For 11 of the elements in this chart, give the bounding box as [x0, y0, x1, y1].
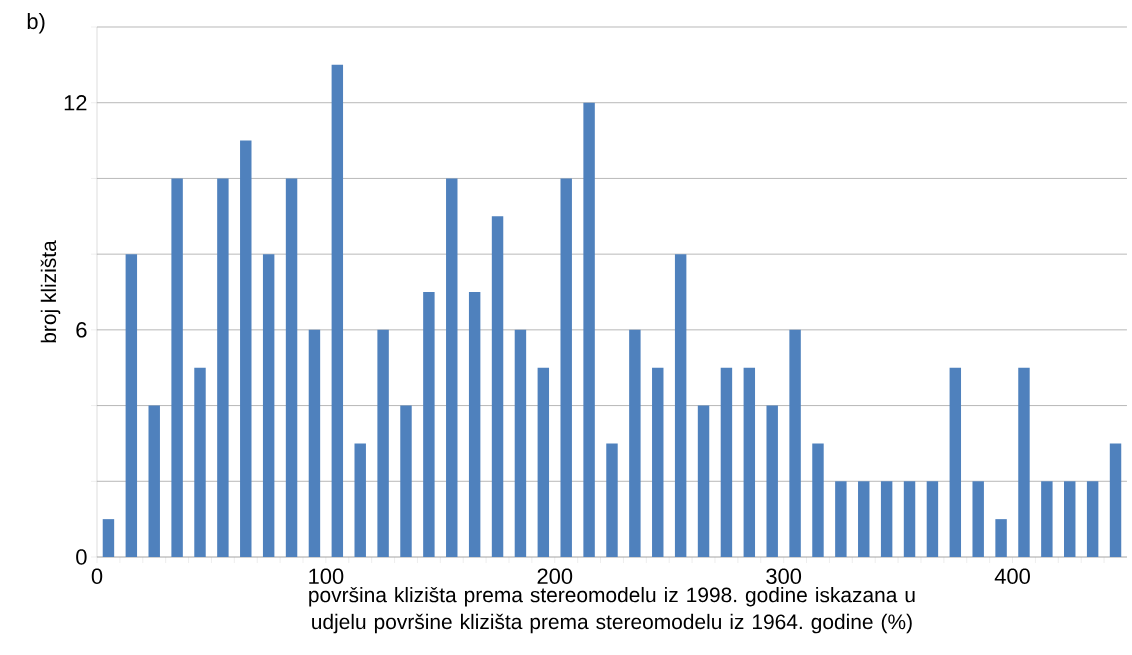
- y-axis-title: broj klizišta: [40, 240, 61, 343]
- y-tick-label: 6: [76, 322, 87, 338]
- x-tick-label: 300: [766, 568, 802, 585]
- x-tick-label: 400: [994, 568, 1030, 585]
- x-tick-label: 100: [309, 568, 344, 585]
- y-tick-label: 0: [76, 549, 87, 565]
- chart-title: b): [27, 13, 45, 34]
- y-tick-label: 12: [64, 95, 87, 111]
- x-axis-title: površina klizišta prema stereomodelu iz 1998. godine iskazana u udjelu površine klizišta prema stereomodelu iz 1964. godine (%): [309, 586, 915, 634]
- x-tick-label: 200: [537, 568, 573, 585]
- x-tick-label: 0: [91, 568, 103, 585]
